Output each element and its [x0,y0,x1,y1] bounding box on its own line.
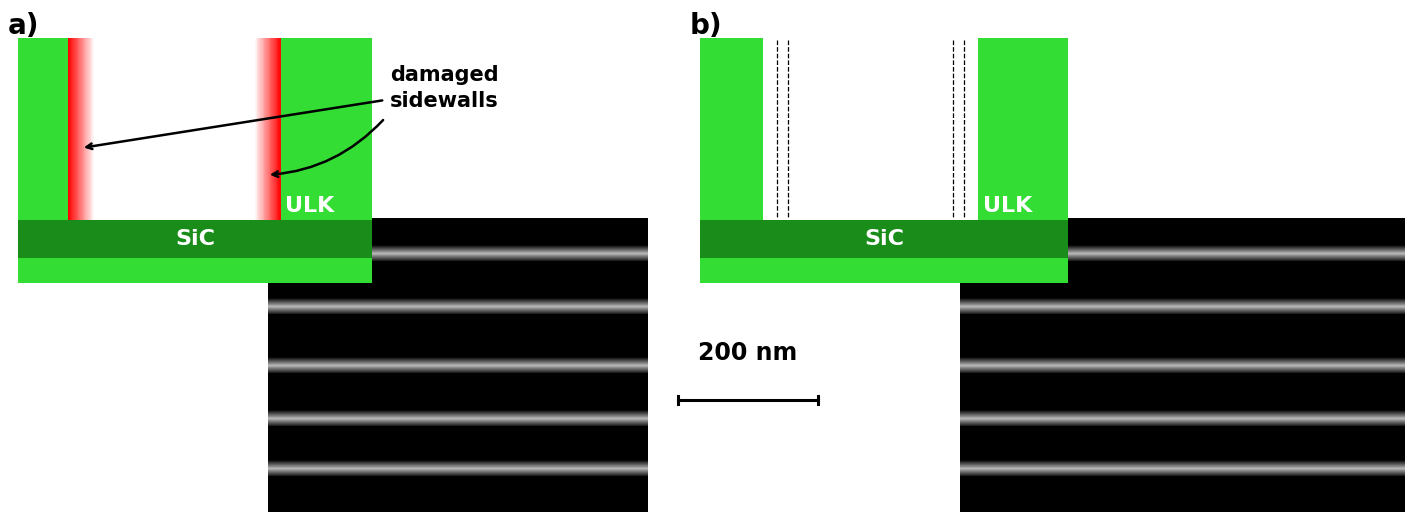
Bar [763,38,978,220]
Bar [700,258,1068,283]
Text: ULK: ULK [983,196,1033,216]
Text: b): b) [690,12,722,40]
Text: ULK: ULK [285,196,334,216]
Text: a): a) [8,12,39,40]
Text: damaged
sidewalls: damaged sidewalls [391,65,499,112]
Bar [18,38,372,283]
Bar [18,220,372,258]
Bar [18,258,372,283]
Bar [700,38,1068,283]
Text: SiC: SiC [864,229,903,249]
Bar [67,38,280,220]
Text: SiC: SiC [176,229,215,249]
Bar [700,220,1068,258]
Text: 200 nm: 200 nm [698,341,798,365]
Bar [94,38,254,220]
